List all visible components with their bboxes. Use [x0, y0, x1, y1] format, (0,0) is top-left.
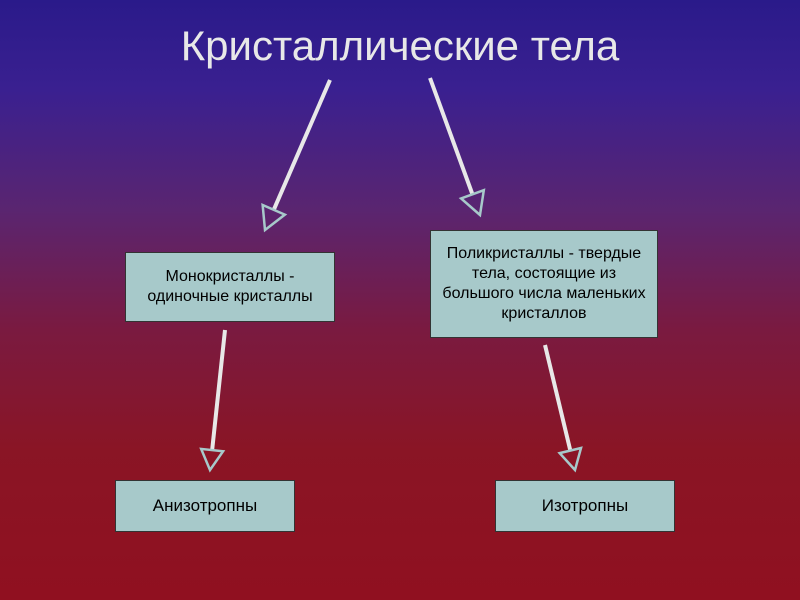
box-isotropic-text: Изотропны	[542, 495, 628, 516]
box-monocrystals: Монокристаллы - одиночные кристаллы	[125, 252, 335, 322]
box-isotropic: Изотропны	[495, 480, 675, 532]
box-polycrystals-text: Поликристаллы - твердые тела, состоящие …	[435, 244, 653, 324]
box-polycrystals: Поликристаллы - твердые тела, состоящие …	[430, 230, 658, 338]
box-anisotropic: Анизотропны	[115, 480, 295, 532]
box-monocrystals-text: Монокристаллы - одиночные кристаллы	[130, 267, 330, 307]
box-anisotropic-text: Анизотропны	[153, 495, 257, 516]
